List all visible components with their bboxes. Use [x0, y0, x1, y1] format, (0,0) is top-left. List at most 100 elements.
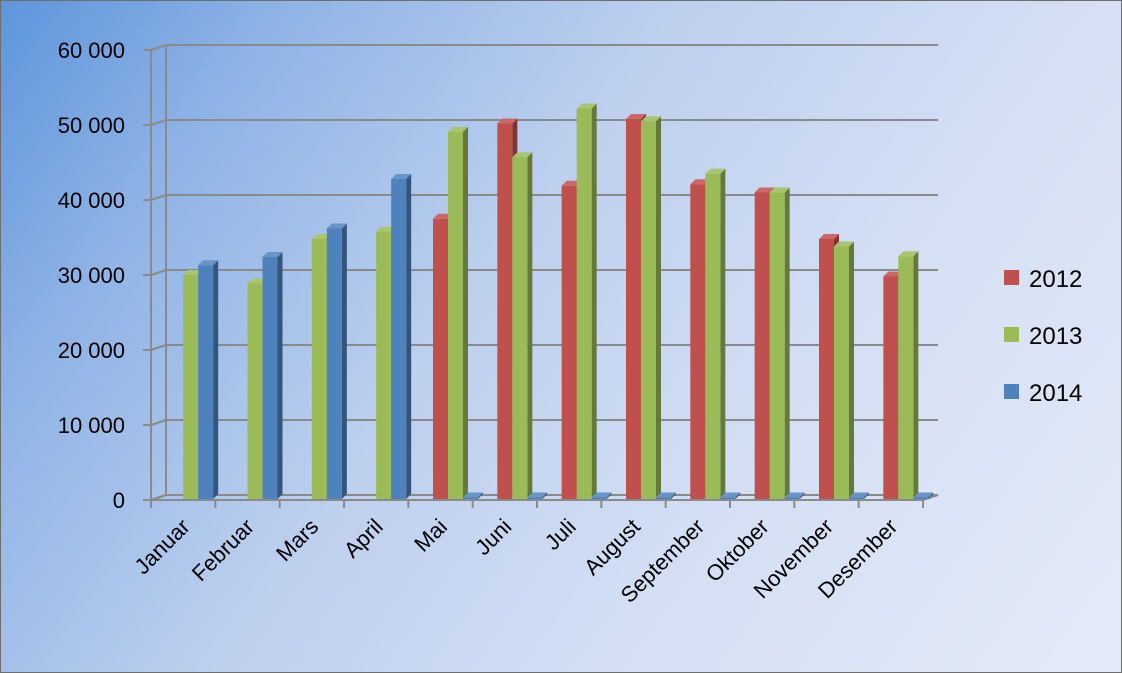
bar-face [497, 123, 513, 499]
bar-top [591, 492, 612, 498]
bar-face [376, 231, 392, 499]
legend-swatch [1004, 327, 1019, 342]
bar-top [898, 251, 919, 257]
bar-face [527, 497, 543, 499]
bar-side [849, 241, 854, 499]
legend-label: 2012 [1029, 266, 1082, 293]
y-tick-label: 0 [113, 488, 125, 513]
y-tick-label: 60 000 [58, 38, 125, 63]
x-tick-label: April [339, 514, 388, 563]
bar-top [626, 114, 646, 119]
bar-face [720, 497, 736, 499]
bar-2014-Januar [198, 260, 219, 499]
bar-side [542, 492, 548, 499]
y-tick-label: 10 000 [58, 413, 125, 438]
bar-side [864, 492, 869, 499]
bar-side [720, 168, 726, 499]
bar-face [448, 131, 463, 499]
y-tick-label: 30 000 [58, 263, 125, 288]
bar-top [497, 118, 518, 124]
legend-swatch [1004, 384, 1019, 399]
bar-face [247, 283, 263, 499]
bar-face [463, 497, 478, 499]
x-tick-label: Juni [470, 514, 516, 560]
bar-top [527, 492, 548, 498]
bar-face [512, 157, 528, 499]
bar-top [720, 492, 741, 498]
gridline-diagonal [150, 119, 167, 126]
bar-side [277, 252, 283, 499]
bar-top [834, 241, 854, 247]
bar-top [769, 187, 790, 193]
bar-2014-Juli [591, 492, 612, 499]
bar-2013-Juni [512, 152, 533, 499]
bar-side [656, 116, 661, 499]
bar-2014-Desember [913, 492, 934, 499]
bar-top [641, 116, 661, 122]
bar-side [799, 492, 805, 499]
bar-top [576, 103, 597, 109]
bar-face [326, 228, 342, 499]
legend-item-2014: 2014 [1004, 380, 1082, 407]
bar-face [561, 185, 577, 499]
bar-face [576, 108, 592, 499]
x-tick-label: Mars [271, 514, 323, 566]
gridline-diagonal [150, 194, 167, 201]
gridline-diagonal [150, 269, 167, 276]
legend-item-2012: 2012 [1004, 266, 1082, 293]
bar-face [626, 119, 641, 499]
bar-2014-Mars [326, 223, 347, 499]
bar-top [448, 126, 468, 132]
bar-face [433, 218, 448, 499]
gridline-diagonal [150, 419, 167, 426]
bar-face [834, 246, 849, 499]
bar-side [406, 174, 412, 499]
bar-top [819, 234, 839, 239]
bar-top [913, 492, 934, 498]
y-tick-label: 50 000 [58, 113, 125, 138]
bar-face [769, 192, 785, 499]
legend-swatch [1004, 270, 1019, 285]
bar-face [591, 497, 607, 499]
bar-side [671, 492, 676, 499]
bar-face [656, 497, 671, 499]
legend-label: 2014 [1029, 380, 1082, 407]
axes [143, 49, 939, 508]
bar-face [913, 497, 929, 499]
bar-face [198, 265, 214, 499]
bar-face [849, 497, 864, 499]
bar-top [198, 260, 219, 266]
bar-top [262, 252, 283, 257]
bar-top [656, 492, 676, 498]
bar-side [591, 103, 597, 499]
bar-face [262, 257, 278, 499]
x-tick-label: Februar [187, 514, 259, 586]
bar-face [754, 192, 770, 499]
bar-top [512, 152, 533, 158]
bar-2014-August [656, 492, 676, 499]
bar-2013-August [641, 116, 661, 499]
bar-2013-September [705, 168, 726, 499]
gridline-diagonal [150, 344, 167, 351]
bar-top [326, 223, 347, 229]
bar-side [606, 492, 612, 499]
bar-2013-Juli [576, 103, 597, 499]
bar-face [690, 184, 706, 499]
x-tick-label: Januar [129, 514, 194, 579]
bar-side [341, 223, 347, 499]
bar-top [391, 174, 412, 179]
bar-side [478, 492, 483, 499]
bar-2013-Mai [448, 126, 468, 499]
bar-face [641, 121, 656, 499]
y-tick-label: 40 000 [58, 188, 125, 213]
bar-face [311, 239, 327, 499]
bar-2014-Mai [463, 492, 483, 499]
bar-side [735, 492, 741, 499]
bar-face [183, 275, 199, 499]
legend: 2012 2013 2014 [1004, 266, 1082, 407]
bar-side [784, 187, 790, 499]
bar-side [527, 152, 533, 499]
